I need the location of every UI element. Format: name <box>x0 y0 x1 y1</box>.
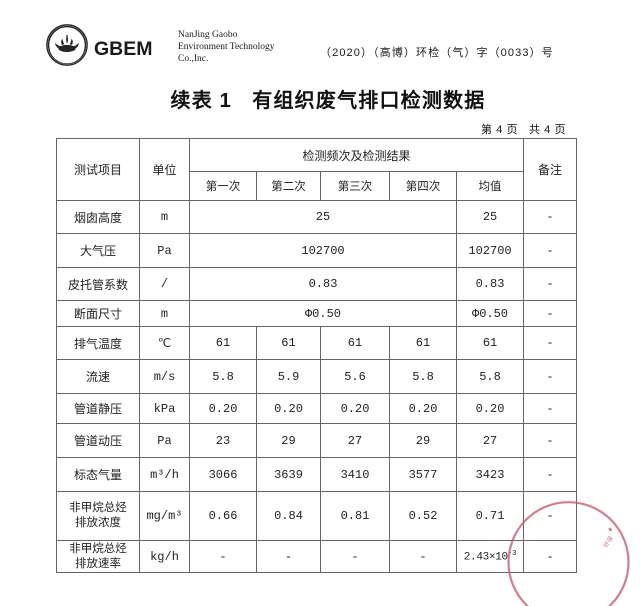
svg-text:★: ★ <box>606 525 616 534</box>
svg-text:环保: 环保 <box>602 535 615 549</box>
